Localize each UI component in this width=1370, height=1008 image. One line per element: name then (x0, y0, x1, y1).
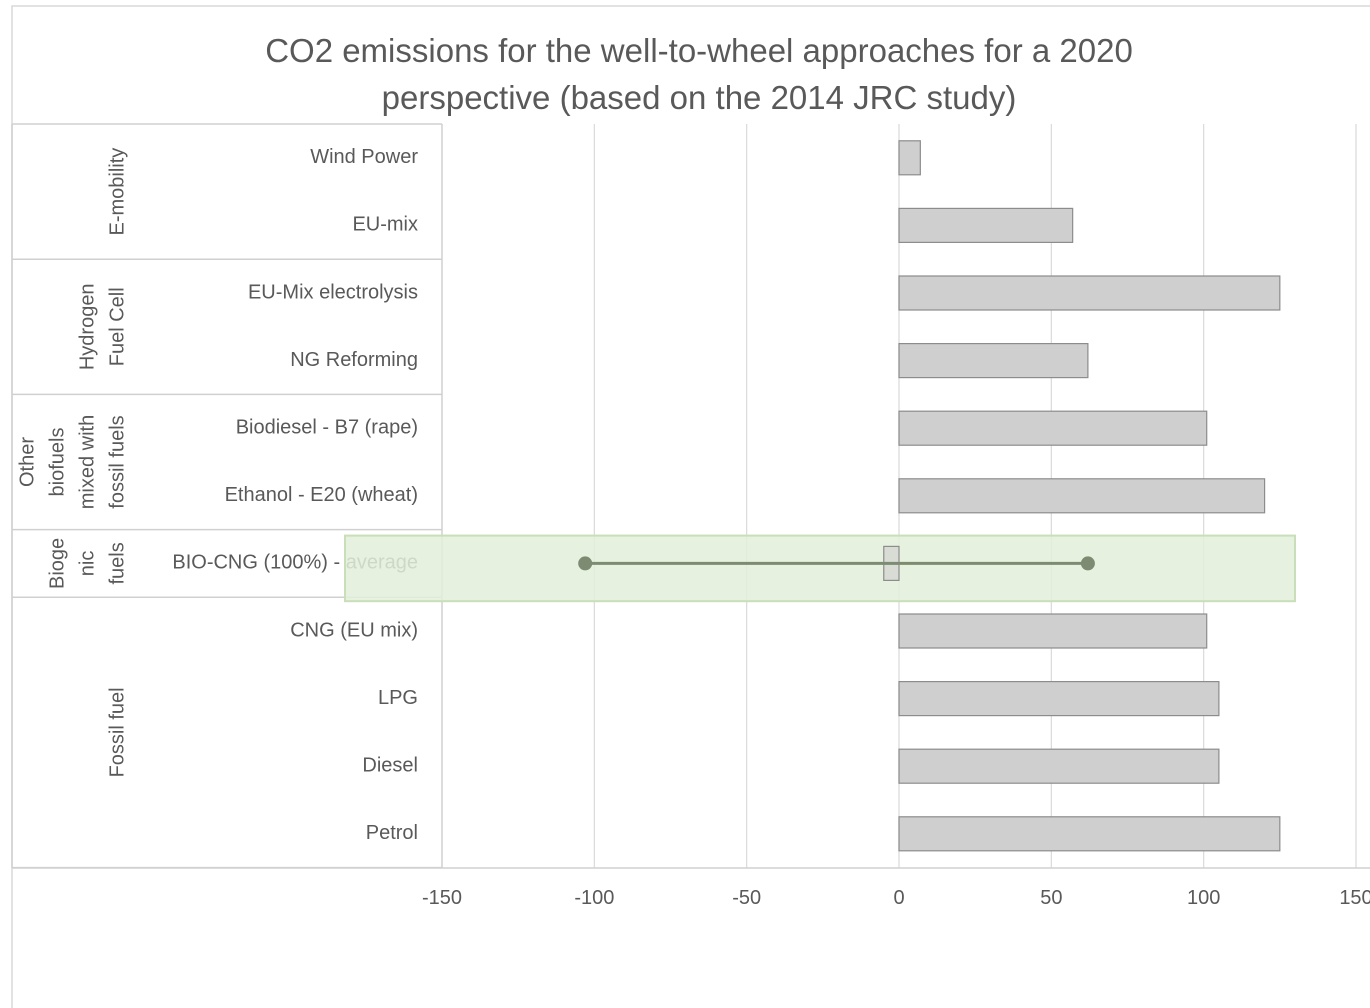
x-tick-label: 50 (1040, 887, 1062, 909)
category-label: EU-mix (352, 214, 418, 236)
x-tick-label: 100 (1187, 887, 1220, 909)
x-tick-label: 150 (1339, 887, 1370, 909)
category-label: Wind Power (310, 146, 418, 168)
group-label: fossil fuels (106, 415, 128, 508)
bar (898, 410, 1208, 446)
bar (898, 478, 1266, 514)
category-table: E-mobility Hydrogen Fuel Cell Other biofuels… (11, 123, 443, 869)
x-tick-label: -50 (732, 887, 761, 909)
x-tick-label: 0 (893, 887, 904, 909)
bar (898, 343, 1089, 379)
bar (898, 816, 1281, 852)
category-label: LPG (378, 687, 418, 709)
group-label: Bioge (46, 538, 68, 589)
bar (898, 748, 1220, 784)
category-label: EU-Mix electrolysis (248, 281, 418, 303)
category-label: Biodiesel - B7 (rape) (236, 416, 418, 438)
group-label: fuels (106, 542, 128, 584)
bar (898, 140, 921, 176)
group-label: E-mobility (106, 148, 128, 236)
category-label: Diesel (362, 754, 418, 776)
x-tick-label: -150 (422, 887, 462, 909)
x-tick-label: -100 (574, 887, 614, 909)
group-label: biofuels (46, 428, 68, 497)
group-label: Hydrogen (76, 283, 98, 370)
group-label: Other (16, 437, 38, 487)
chart-title-line: perspective (based on the 2014 JRC study… (382, 79, 1017, 116)
group-label: nic (76, 551, 98, 577)
category-label: CNG (EU mix) (290, 619, 418, 641)
bar (898, 680, 1220, 717)
category-label: Petrol (366, 822, 418, 844)
bar (898, 207, 1074, 243)
group-label: Fossil fuel (106, 687, 128, 777)
group-label: Fuel Cell (106, 287, 128, 366)
category-label: NG Reforming (290, 349, 418, 371)
highlight-band (344, 534, 1296, 603)
group-label: mixed with (76, 415, 98, 509)
range-min-point (578, 556, 593, 571)
bar (898, 613, 1208, 649)
chart-title-line: CO2 emissions for the well-to-wheel appr… (265, 32, 1133, 69)
category-label: Ethanol - E20 (wheat) (225, 484, 418, 506)
bar (898, 275, 1281, 311)
range-max-point (1080, 556, 1095, 571)
